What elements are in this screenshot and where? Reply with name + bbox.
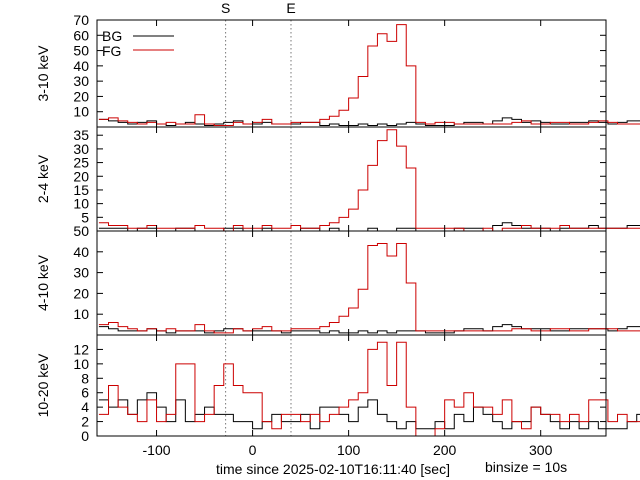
y-tick-label: 10 — [73, 104, 89, 120]
y-tick-label: 12 — [73, 341, 89, 357]
y-tick-label: 40 — [73, 244, 89, 260]
y-tick-label: 30 — [73, 73, 89, 89]
y-tick-label: 50 — [73, 223, 89, 239]
series-fg-panel-2 — [98, 129, 640, 232]
y-tick-label: 10 — [73, 306, 89, 322]
binsize-label: binsize = 10s — [485, 459, 567, 475]
y-tick-label: 60 — [73, 27, 89, 43]
series-bg-panel-2 — [98, 222, 640, 232]
marker-label-e: E — [286, 0, 295, 16]
y-tick-label: 0 — [81, 428, 89, 444]
x-axis-label: time since 2025-02-10T16:11:40 [sec] — [216, 461, 450, 477]
y-tick-label: 40 — [73, 58, 89, 74]
x-tick-label: 300 — [529, 442, 553, 458]
legend: BG FG — [102, 28, 174, 59]
y-tick-label: 35 — [73, 127, 89, 143]
y-axis-label: 4-10 keV — [35, 254, 51, 311]
y-tick-label: 30 — [73, 141, 89, 157]
panel-frame-2 — [96, 126, 607, 232]
y-tick-label: 70 — [73, 12, 89, 28]
legend-label-bg: BG — [102, 28, 122, 44]
x-tick-labels: -100 0 100 200 300 — [143, 442, 553, 458]
y-tick-label: 15 — [73, 182, 89, 198]
y-axis-label: 10-20 keV — [35, 353, 51, 417]
y-tick-label: 4 — [81, 399, 89, 415]
series-bg-panel-1 — [98, 117, 640, 126]
y-tick-label: 20 — [73, 168, 89, 184]
series-bg-panel-3 — [98, 324, 640, 334]
series-bg-panel-4 — [98, 392, 640, 430]
y-axis-label: 2-4 keV — [35, 154, 51, 203]
series-fg-panel-3 — [98, 242, 640, 334]
series-fg-panel-1 — [98, 24, 640, 126]
panel-frame-4 — [96, 334, 607, 437]
series-fg-panel-4 — [98, 341, 640, 437]
x-tick-label: 100 — [337, 442, 361, 458]
y-tick-label: 6 — [81, 385, 89, 401]
x-tick-label: 0 — [249, 442, 257, 458]
y-axis-label: 3-10 keV — [35, 45, 51, 102]
y-tick-label: 25 — [73, 155, 89, 171]
y-tick-label: 8 — [81, 370, 89, 386]
y-tick-label: 50 — [73, 43, 89, 59]
y-tick-label: 30 — [73, 265, 89, 281]
x-tick-label: 200 — [433, 442, 457, 458]
y-tick-label: 5 — [81, 209, 89, 225]
panel-frame-3 — [96, 230, 607, 336]
marker-label-s: S — [221, 0, 230, 16]
x-tick-label: -100 — [143, 442, 171, 458]
legend-label-fg: FG — [102, 43, 121, 59]
y-tick-label: 20 — [73, 88, 89, 104]
panel-3: 10 20 30 40 50 4-10 keV — [35, 223, 640, 336]
y-tick-label: 20 — [73, 285, 89, 301]
y-tick-label: 2 — [81, 414, 89, 430]
y-tick-label: 10 — [73, 356, 89, 372]
y-tick-label: 10 — [73, 196, 89, 212]
